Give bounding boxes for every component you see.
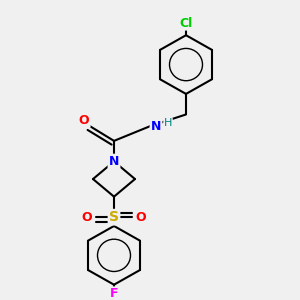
Text: N: N	[109, 155, 119, 168]
Text: H: H	[164, 118, 172, 128]
Text: S: S	[109, 210, 119, 224]
Text: F: F	[110, 287, 118, 300]
Text: O: O	[82, 211, 92, 224]
Text: O: O	[136, 211, 146, 224]
Text: N: N	[151, 120, 161, 133]
Text: Cl: Cl	[179, 17, 193, 30]
Text: O: O	[79, 114, 89, 127]
